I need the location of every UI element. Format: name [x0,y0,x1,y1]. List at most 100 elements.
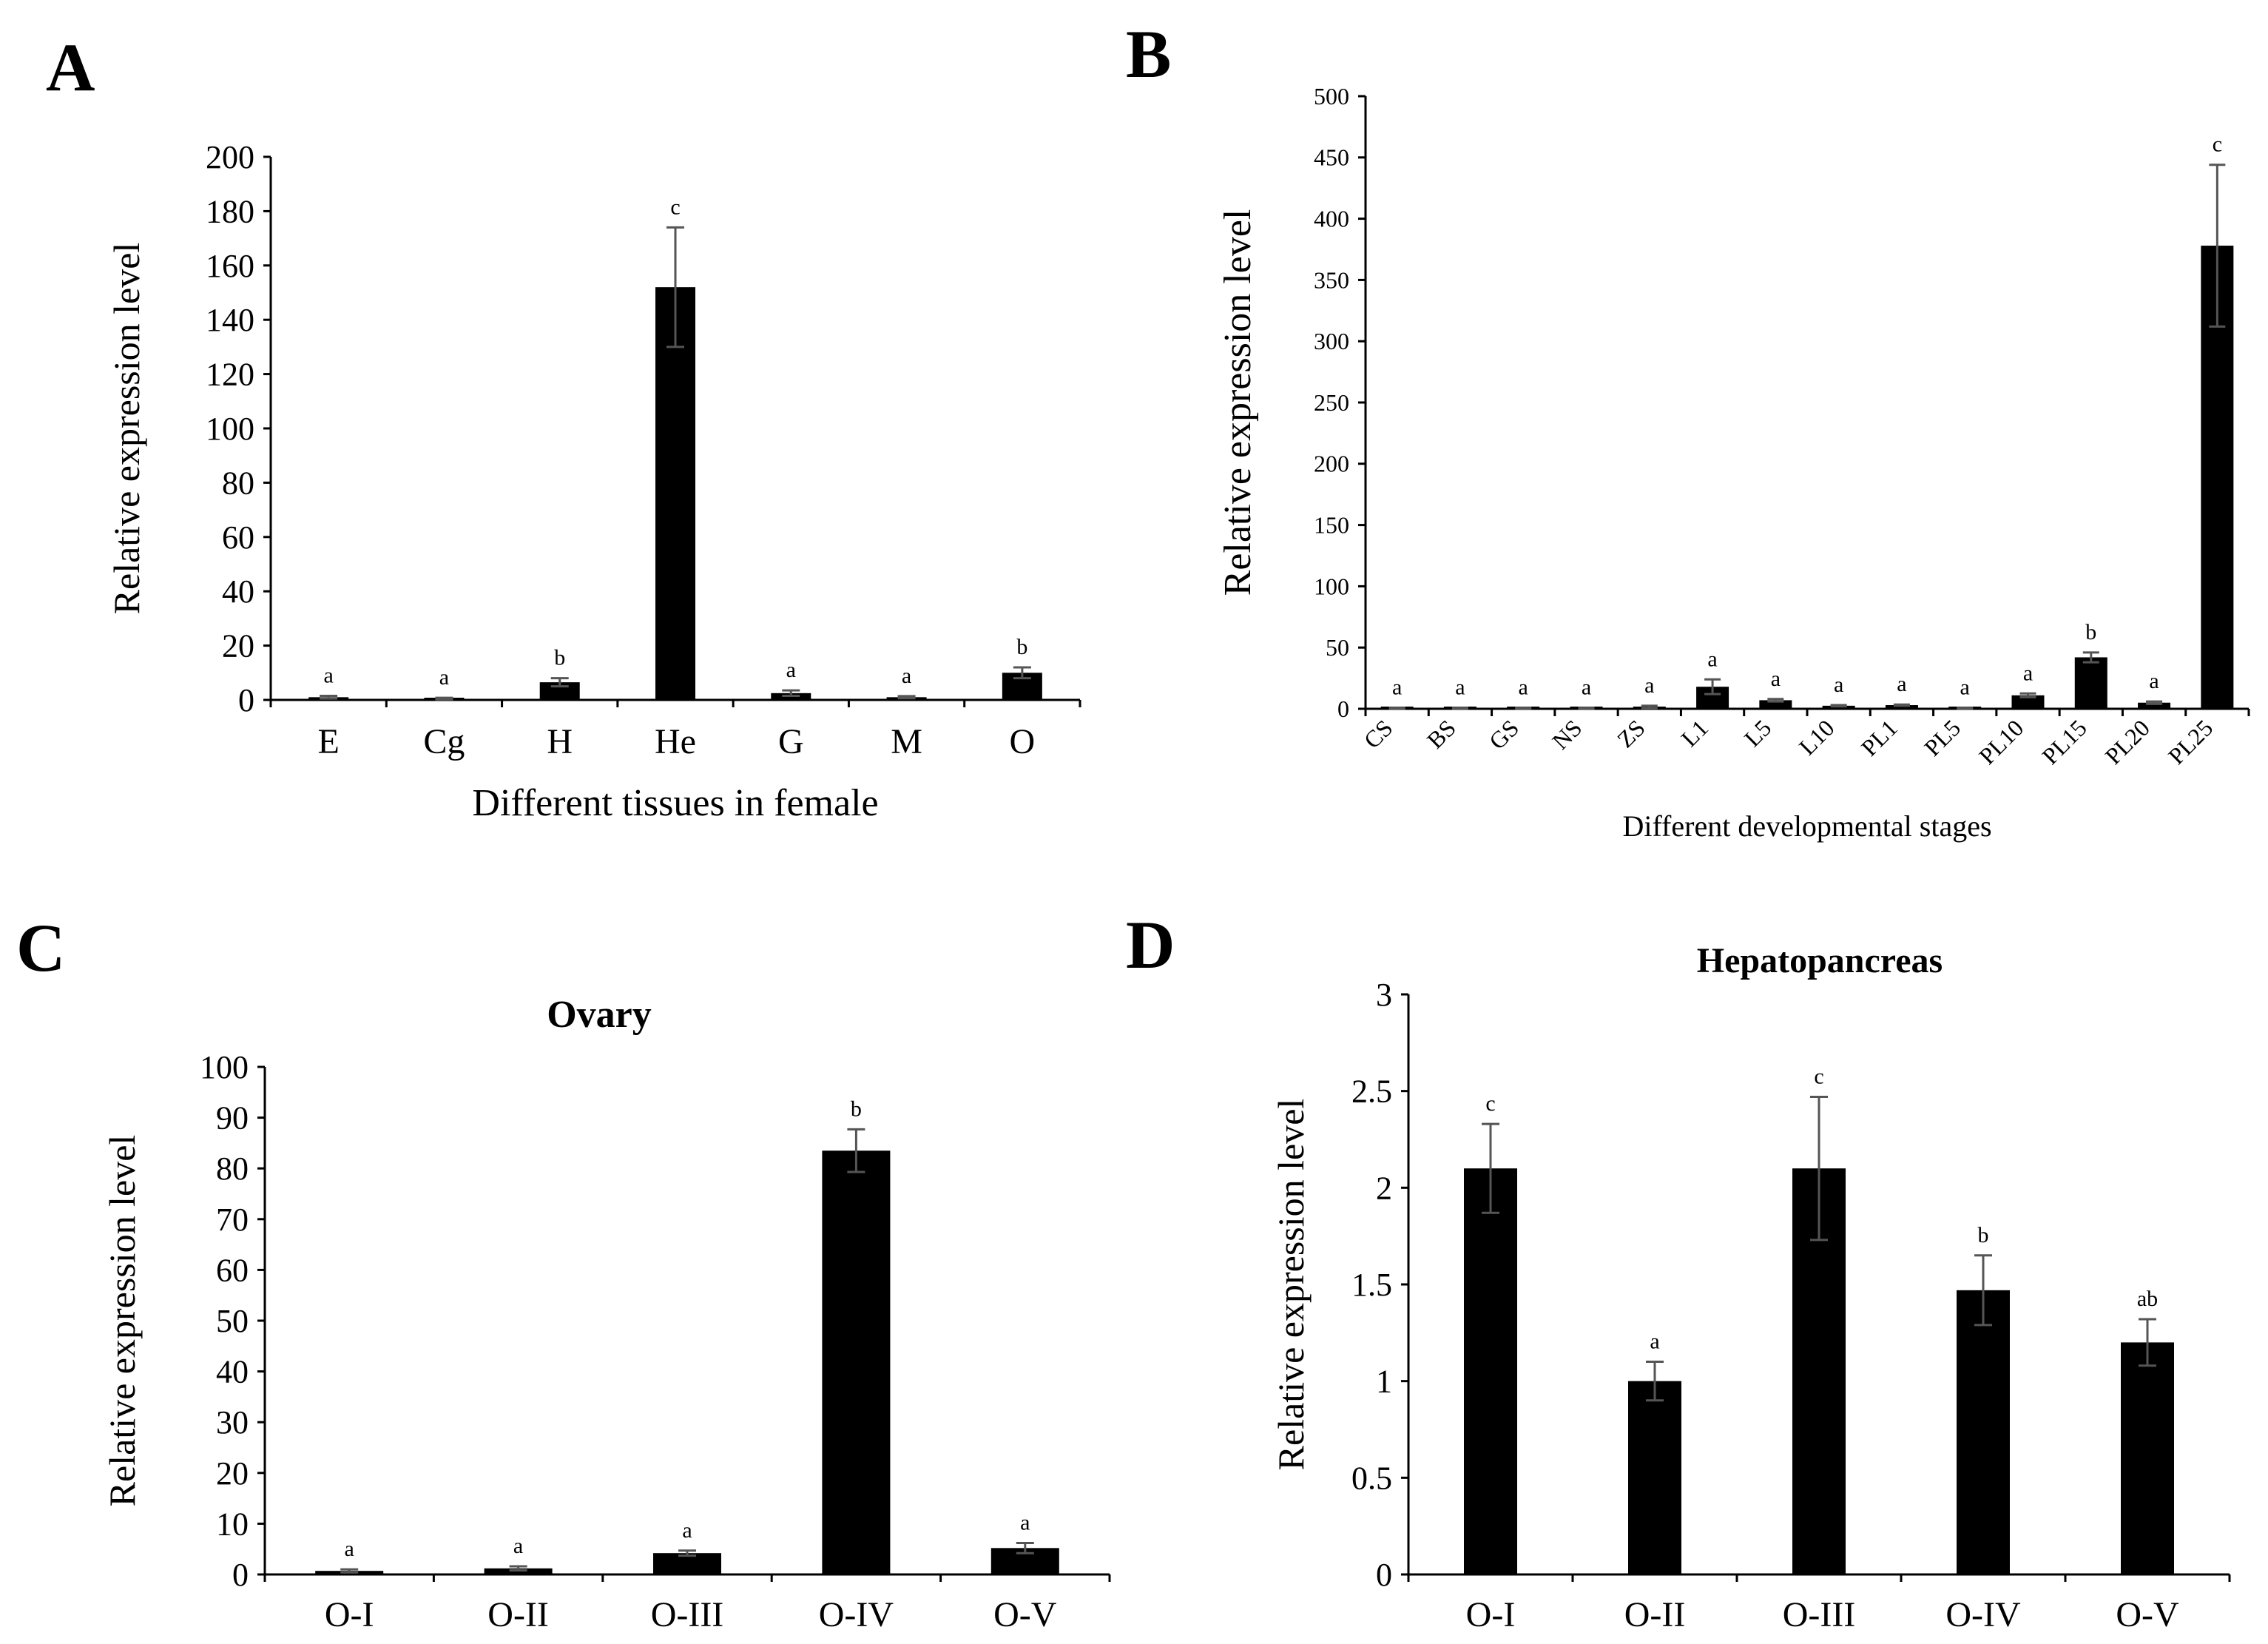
y-tick-label: 40 [222,573,254,610]
x-tick-label: PL15 [2036,714,2091,769]
y-tick-label: 100 [206,411,254,447]
y-tick-label: 70 [216,1202,249,1238]
y-tick-label: 450 [1314,144,1349,171]
bar [2011,695,2045,709]
y-tick-label: 0 [238,682,254,718]
y-tick-label: 180 [206,193,254,229]
significance-letter: a [345,1537,354,1561]
bar [1628,1381,1681,1574]
x-tick-label: PL20 [2100,714,2155,769]
y-tick-label: 140 [206,302,254,338]
significance-letter: a [439,665,449,690]
x-tick-label: CS [1358,714,1397,753]
x-tick-label: L5 [1739,714,1777,752]
y-tick-label: 0 [232,1557,249,1593]
y-tick-label: 0 [1376,1557,1392,1593]
bar [1759,700,1792,709]
x-tick-label: He [655,722,696,761]
significance-letter: a [1392,676,1402,700]
significance-letter: a [513,1534,523,1558]
y-tick-label: 20 [216,1455,249,1492]
significance-letter: c [670,195,680,219]
significance-letter: c [1485,1091,1495,1116]
panel-label: A [46,30,95,105]
bar [655,287,695,700]
x-tick-label: G [778,722,804,761]
bar [1957,1290,2010,1574]
y-axis-label: Relative expression level [106,243,147,615]
y-tick-label: 80 [216,1151,249,1187]
significance-letter: a [1020,1510,1030,1534]
significance-letter: a [323,663,333,687]
panel-label: D [1126,907,1175,983]
y-tick-label: 60 [216,1252,249,1288]
significance-letter: a [902,664,911,688]
y-tick-label: 150 [1314,511,1349,538]
x-tick-label: L10 [1794,714,1840,760]
y-axis-label: Relative expression level [101,1135,143,1507]
bar [2074,657,2107,709]
x-tick-label: ZS [1612,714,1650,752]
significance-letter: b [1978,1223,1989,1247]
x-tick-label: O-V [993,1595,1057,1634]
y-tick-label: 300 [1314,328,1349,354]
x-axis-label: Different tissues in female [472,782,878,824]
significance-letter: b [2085,620,2096,644]
x-tick-label: O [1010,722,1036,761]
y-tick-label: 10 [216,1506,249,1542]
panel-d: D Hepatopancreas 0 0.5 1 1.5 2 2.5 3 c O-I a O-II c O-… [1126,907,2231,1634]
y-tick-label: 2.5 [1351,1074,1392,1110]
x-tick-label: PL10 [1974,714,2028,769]
chart-title: Hepatopancreas [1697,941,1943,980]
significance-letter: a [682,1518,692,1543]
x-axis-label: Different developmental stages [1622,809,1991,843]
y-tick-label: 30 [216,1404,249,1441]
x-tick-label: M [891,722,922,761]
x-tick-label: O-IV [1945,1595,2021,1634]
y-tick-label: 350 [1314,266,1349,293]
x-tick-label: PL5 [1919,714,1965,761]
bar [822,1151,891,1574]
x-tick-label: O-IV [819,1595,894,1634]
x-tick-label: O-V [2116,1595,2179,1634]
x-tick-label: L1 [1675,714,1713,752]
x-tick-label: O-I [325,1595,374,1634]
y-tick-label: 1.5 [1351,1267,1392,1303]
significance-letter: a [1582,676,1591,700]
panel-c: C Ovary 0 10 20 30 40 50 60 70 80 90 100 a O-I a O-II a O-… [16,910,1111,1634]
significance-letter: a [1650,1330,1659,1354]
x-tick-label: O-II [1624,1595,1686,1634]
significance-letter: a [1519,676,1528,700]
y-tick-label: 3 [1376,977,1392,1013]
x-tick-label: Cg [423,722,465,761]
significance-letter: ab [2137,1287,2158,1311]
bar [1464,1168,1517,1574]
x-tick-label: O-I [1466,1595,1516,1634]
panel-b: B 0 50 100 150 200 250 300 350 400 450 500 a CS a BS a GS… [1126,16,2250,843]
y-tick-label: 0 [1337,695,1349,722]
x-tick-label: H [547,722,573,761]
chart-title: Ovary [547,994,652,1036]
x-tick-label: PL25 [2163,714,2218,769]
bar [539,682,580,700]
y-tick-label: 50 [216,1303,249,1339]
y-tick-label: 80 [222,465,254,501]
significance-letter: b [554,646,565,670]
y-tick-label: 1 [1376,1364,1392,1400]
significance-letter: a [1455,676,1465,700]
y-tick-label: 50 [1326,634,1349,661]
bar [1885,705,1918,709]
panel-label: C [16,910,65,986]
significance-letter: a [2149,669,2159,693]
x-tick-label: PL1 [1856,714,1903,761]
significance-letter: a [1897,672,1906,696]
significance-letter: a [786,658,796,682]
y-tick-label: 90 [216,1100,249,1136]
significance-letter: a [1834,673,1843,697]
x-tick-label: GS [1484,714,1524,754]
y-tick-label: 200 [1314,451,1349,477]
bar [2138,702,2171,709]
bar [2121,1342,2174,1574]
y-tick-label: 400 [1314,205,1349,232]
